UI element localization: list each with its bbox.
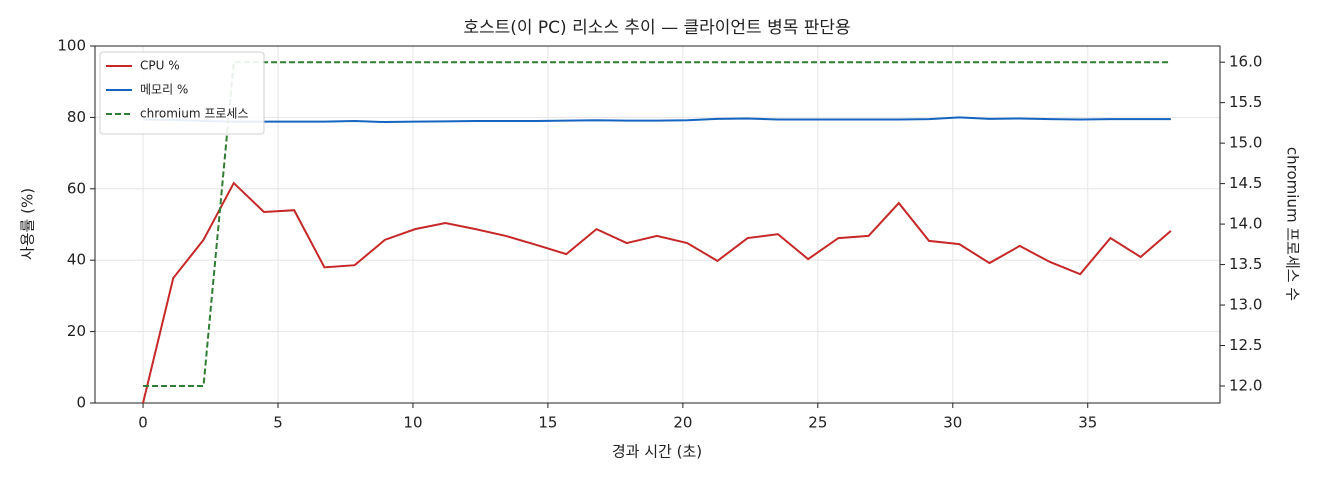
x-tick-label: 0 <box>138 414 148 432</box>
y2-tick-label: 15.5 <box>1229 93 1262 111</box>
y2-tick-label: 12.5 <box>1229 336 1262 354</box>
y-tick-label: 60 <box>67 179 86 197</box>
legend-label: CPU % <box>140 59 180 73</box>
y2-tick-label: 13.5 <box>1229 255 1262 273</box>
y2-tick-label: 12.0 <box>1229 377 1262 395</box>
y2-tick-label: 16.0 <box>1229 53 1262 71</box>
y-tick-label: 20 <box>67 322 86 340</box>
plot-frame <box>94 45 1221 404</box>
series-line <box>142 181 1172 404</box>
x-tick-label: 25 <box>808 414 827 432</box>
y-tick-label: 40 <box>67 251 86 269</box>
y-tick-label: 100 <box>57 37 86 55</box>
x-tick-label: 30 <box>943 414 962 432</box>
legend-label: 메모리 % <box>140 83 188 97</box>
x-tick-label: 15 <box>538 414 557 432</box>
series-line <box>143 116 1171 124</box>
y2-tick-label: 13.0 <box>1229 296 1262 314</box>
x-axis-label: 경과 시간 (초) <box>612 443 702 461</box>
legend-box <box>99 51 265 135</box>
x-tick-label: 35 <box>1078 414 1097 432</box>
y2-tick-label: 14.5 <box>1229 174 1262 192</box>
y-tick-label: 80 <box>67 108 86 126</box>
y-axis-label: 사용률 (%) <box>19 188 37 260</box>
chart-title: 호스트(이 PC) 리소스 추이 — 클라이언트 병목 판단용 <box>463 18 850 38</box>
x-tick-label: 10 <box>403 414 422 432</box>
y2-tick-label: 14.0 <box>1229 215 1262 233</box>
x-tick-label: 20 <box>673 414 692 432</box>
y2-axis-label: chromium 프로세스 수 <box>1284 147 1302 301</box>
legend-label: chromium 프로세스 <box>140 107 249 121</box>
x-tick-label: 5 <box>273 414 283 432</box>
y-tick-label: 0 <box>76 394 86 412</box>
y2-tick-label: 15.0 <box>1229 134 1262 152</box>
series-line <box>143 61 1171 387</box>
